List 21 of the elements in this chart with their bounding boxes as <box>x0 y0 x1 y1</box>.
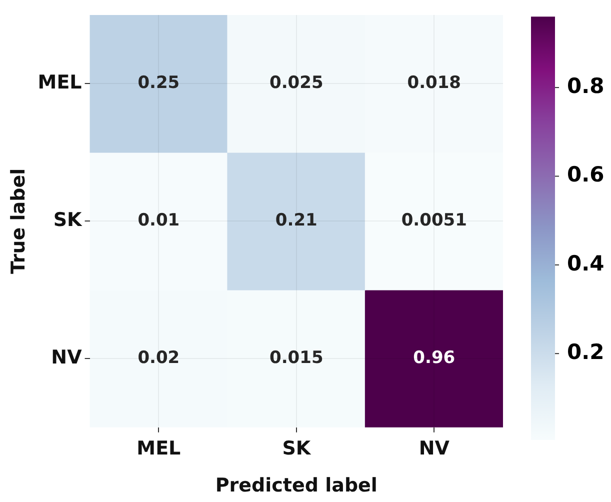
data-label: 0.02 <box>138 348 180 368</box>
data-label: 0.21 <box>275 210 318 231</box>
y-tick-label: SK <box>53 209 84 232</box>
data-label: 0.01 <box>138 210 180 231</box>
color-bar-label: 0.2 <box>567 340 604 364</box>
y-tick-label: MEL <box>38 72 82 94</box>
color-bar-label: 0.8 <box>567 74 604 98</box>
x-tick-label: MEL <box>136 438 181 460</box>
x-tick-label: NV <box>418 438 450 460</box>
data-label: 0.018 <box>407 73 462 94</box>
data-label: 0.015 <box>270 348 324 368</box>
data-label: 0.0051 <box>401 210 467 231</box>
data-label: 0.025 <box>270 73 324 94</box>
color-bar-label: 0.6 <box>567 162 604 187</box>
color-bar-label: 0.4 <box>567 251 604 276</box>
x-tick-label: SK <box>282 438 312 460</box>
data-label: 0.25 <box>138 73 180 94</box>
y-tick-label: NV <box>51 346 82 369</box>
x-axis-title: Predicted label <box>215 474 378 497</box>
y-axis-title: True label <box>7 168 30 274</box>
data-label: 0.96 <box>413 348 456 368</box>
